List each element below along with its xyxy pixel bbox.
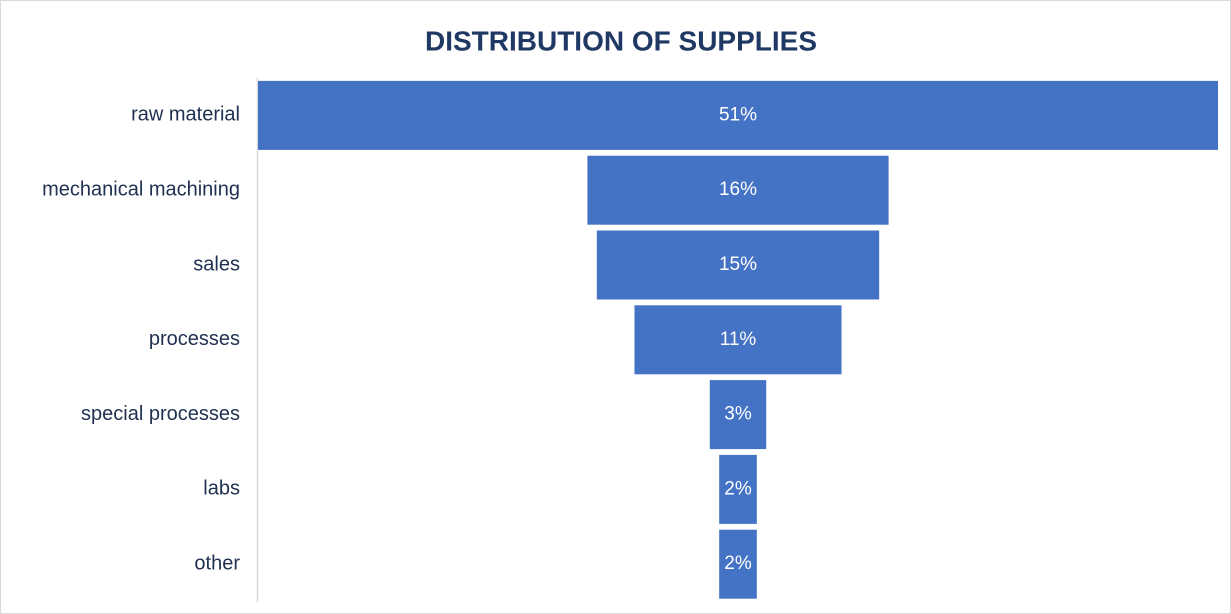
data-label: 16% bbox=[719, 179, 757, 200]
category-label: other bbox=[194, 552, 240, 574]
data-label: 2% bbox=[724, 478, 752, 499]
category-label: raw material bbox=[131, 104, 240, 126]
category-label: mechanical machining bbox=[42, 178, 240, 200]
funnel-bar bbox=[258, 80, 1218, 150]
category-label: labs bbox=[203, 478, 240, 500]
funnel-bar bbox=[634, 305, 842, 375]
category-label: special processes bbox=[81, 403, 240, 425]
funnel-bar bbox=[596, 230, 880, 300]
category-label: sales bbox=[193, 253, 240, 275]
funnel-bar bbox=[719, 454, 757, 524]
data-label: 51% bbox=[719, 104, 757, 125]
data-label: 15% bbox=[719, 254, 757, 275]
funnel-bar bbox=[719, 529, 757, 599]
data-label: 2% bbox=[724, 553, 752, 574]
chart-title: DISTRIBUTION OF SUPPLIES bbox=[425, 25, 817, 56]
category-label: processes bbox=[149, 328, 240, 350]
data-label: 11% bbox=[720, 329, 757, 350]
data-label: 3% bbox=[724, 404, 752, 425]
funnel-bar bbox=[709, 380, 767, 450]
funnel-bar bbox=[587, 155, 889, 225]
